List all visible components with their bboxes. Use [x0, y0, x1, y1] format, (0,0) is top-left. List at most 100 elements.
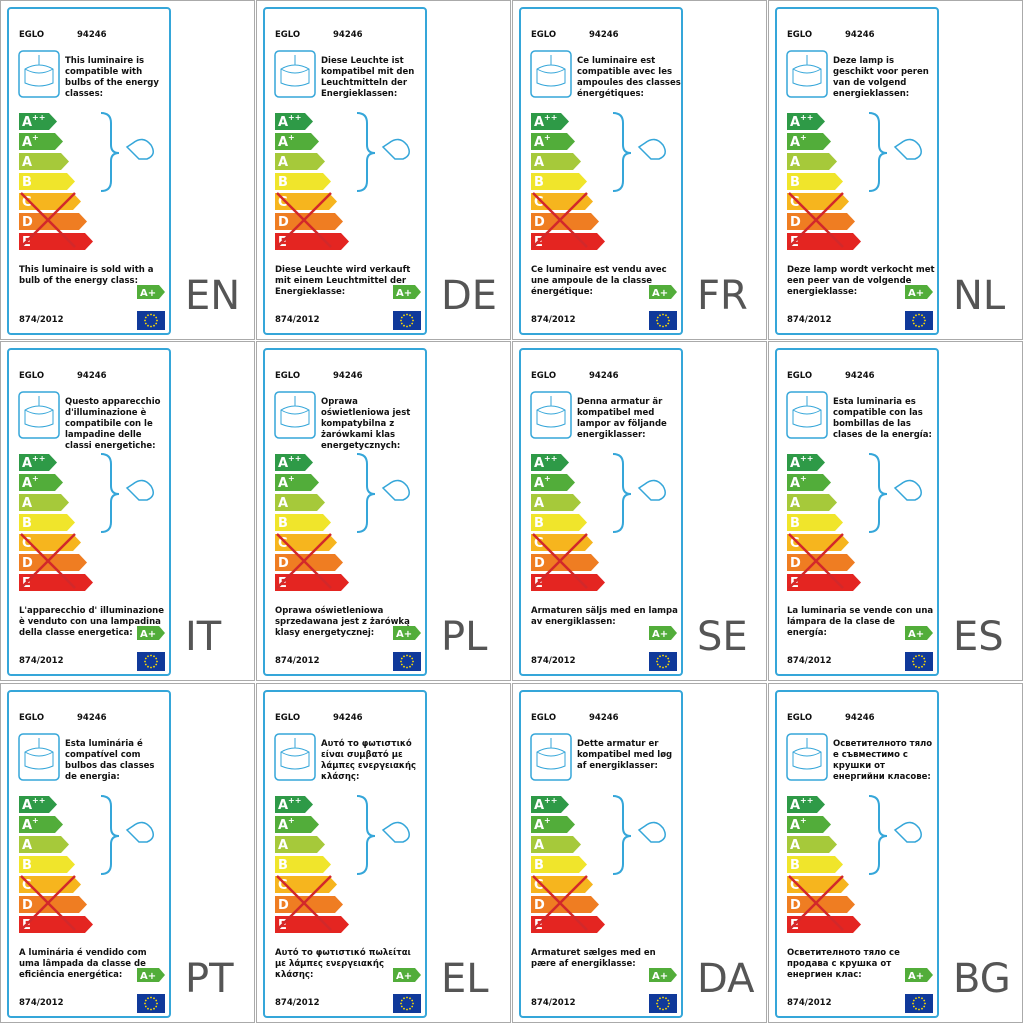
model: 94246 [333, 30, 363, 40]
eu-star [659, 1007, 661, 1010]
class-letter: D [790, 556, 801, 571]
eu-star [153, 655, 155, 658]
class-arrow [531, 796, 569, 813]
class-arrow [19, 173, 75, 190]
eu-star [144, 657, 147, 660]
model: 94246 [77, 371, 107, 381]
class-letter: D [534, 898, 545, 913]
class-letter: A [22, 476, 32, 491]
eu-star [409, 655, 411, 658]
eu-star [403, 665, 405, 668]
class-sup: ++ [544, 113, 557, 122]
eu-star [921, 997, 923, 1000]
lamp-icon-frame [18, 733, 60, 781]
sold-text: Diese Leuchte wird verkauft mit einem Le… [275, 265, 411, 297]
class-letter: C [22, 878, 32, 893]
eu-star [155, 322, 158, 325]
class-letter: D [278, 898, 289, 913]
sold-text: Ce luminaire est vendu avec une ampoule … [531, 265, 667, 297]
eu-star [153, 314, 155, 317]
bracket [356, 795, 376, 875]
class-sup: ++ [288, 796, 301, 805]
class-arrow [787, 133, 831, 150]
label-graphics: A++A+ABCDEA+ [18, 50, 165, 330]
class-letter: A [278, 456, 288, 471]
class-letter: B [22, 858, 32, 873]
label-graphics: A++A+ABCDEA+ [786, 391, 933, 671]
eu-star [912, 1002, 914, 1005]
eu-star [918, 996, 920, 999]
eu-star [915, 324, 917, 327]
eu-star [403, 1007, 405, 1010]
eu-star [921, 324, 923, 327]
eu-star [921, 665, 923, 668]
regulation: 874/2012 [787, 998, 832, 1008]
class-letter: B [22, 175, 32, 190]
sold-class-arrow [393, 285, 421, 299]
eu-star [411, 322, 414, 325]
eu-star [912, 999, 915, 1002]
cross [276, 192, 332, 248]
regulation: 874/2012 [531, 656, 576, 666]
class-arrow [275, 554, 343, 571]
eu-star [406, 654, 408, 657]
sold-text: A luminária é vendido com uma lâmpada da… [19, 948, 147, 980]
label-graphics: A++A+ABCDEA+ [786, 733, 933, 1013]
eu-star [155, 657, 158, 660]
eu-star [665, 324, 667, 327]
eu-star [153, 1007, 155, 1010]
class-arrow [19, 816, 63, 833]
eu-star [412, 319, 414, 322]
class-arrow [531, 856, 587, 873]
language-code: PT [185, 956, 234, 1002]
lamp-icon [792, 396, 822, 428]
lamp-icon-frame [530, 50, 572, 98]
class-letter: B [278, 858, 288, 873]
sold-class-arrow [393, 968, 421, 982]
class-arrow [19, 133, 63, 150]
class-letter: D [22, 556, 33, 571]
label-graphics: A++A+ABCDEA+ [274, 50, 421, 330]
class-letter: D [790, 215, 801, 230]
class-letter: A [22, 838, 32, 853]
class-arrow [19, 494, 69, 511]
class-letter: C [790, 195, 800, 210]
eu-star [668, 1002, 670, 1005]
class-letter: A [22, 798, 32, 813]
class-arrow [275, 836, 325, 853]
class-arrow [19, 856, 75, 873]
class-letter: A [278, 818, 288, 833]
compatible-text: Αυτό το φωτιστικό είναι συμβατό με λάμπε… [321, 739, 417, 782]
class-letter: A [790, 798, 800, 813]
lamp-icon-frame [530, 391, 572, 439]
class-letter: A [790, 155, 800, 170]
eu-star [924, 1002, 926, 1005]
class-letter: C [534, 536, 544, 551]
eu-star [667, 657, 670, 660]
eu-star [662, 1008, 664, 1011]
lamp-icon [24, 738, 54, 770]
eu-star [155, 999, 158, 1002]
eu-star [915, 997, 917, 1000]
brand: EGLO [787, 713, 813, 723]
class-letter: A [534, 496, 544, 511]
lamp-icon-frame [786, 391, 828, 439]
class-arrow [275, 173, 331, 190]
sold-class-arrow [905, 968, 933, 982]
class-arrow [531, 816, 575, 833]
brand: EGLO [275, 30, 301, 40]
eu-star [912, 1005, 915, 1008]
eu-flag [649, 652, 677, 671]
class-arrow [275, 454, 313, 471]
eu-star [150, 654, 152, 657]
eu-flag [393, 994, 421, 1013]
eu-star [662, 325, 664, 328]
sold-class-arrow [649, 626, 677, 640]
class-arrow [19, 213, 87, 230]
eu-star [403, 324, 405, 327]
